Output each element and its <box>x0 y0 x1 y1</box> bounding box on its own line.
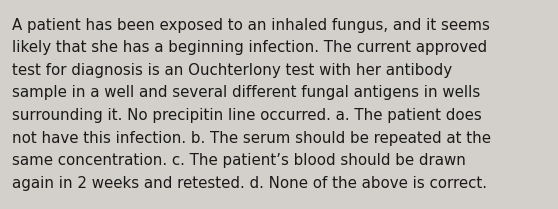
Text: test for diagnosis is an Ouchterlony test with her antibody: test for diagnosis is an Ouchterlony tes… <box>12 63 453 78</box>
Text: not have this infection. b. The serum should be repeated at the: not have this infection. b. The serum sh… <box>12 131 491 146</box>
Text: A patient has been exposed to an inhaled fungus, and it seems: A patient has been exposed to an inhaled… <box>12 18 490 33</box>
Text: again in 2 weeks and retested. d. None of the above is correct.: again in 2 weeks and retested. d. None o… <box>12 176 487 191</box>
Text: same concentration. c. The patient’s blood should be drawn: same concentration. c. The patient’s blo… <box>12 153 466 168</box>
Text: surrounding it. No precipitin line occurred. a. The patient does: surrounding it. No precipitin line occur… <box>12 108 482 123</box>
Text: sample in a well and several different fungal antigens in wells: sample in a well and several different f… <box>12 85 480 101</box>
Text: likely that she has a beginning infection. The current approved: likely that she has a beginning infectio… <box>12 40 487 55</box>
